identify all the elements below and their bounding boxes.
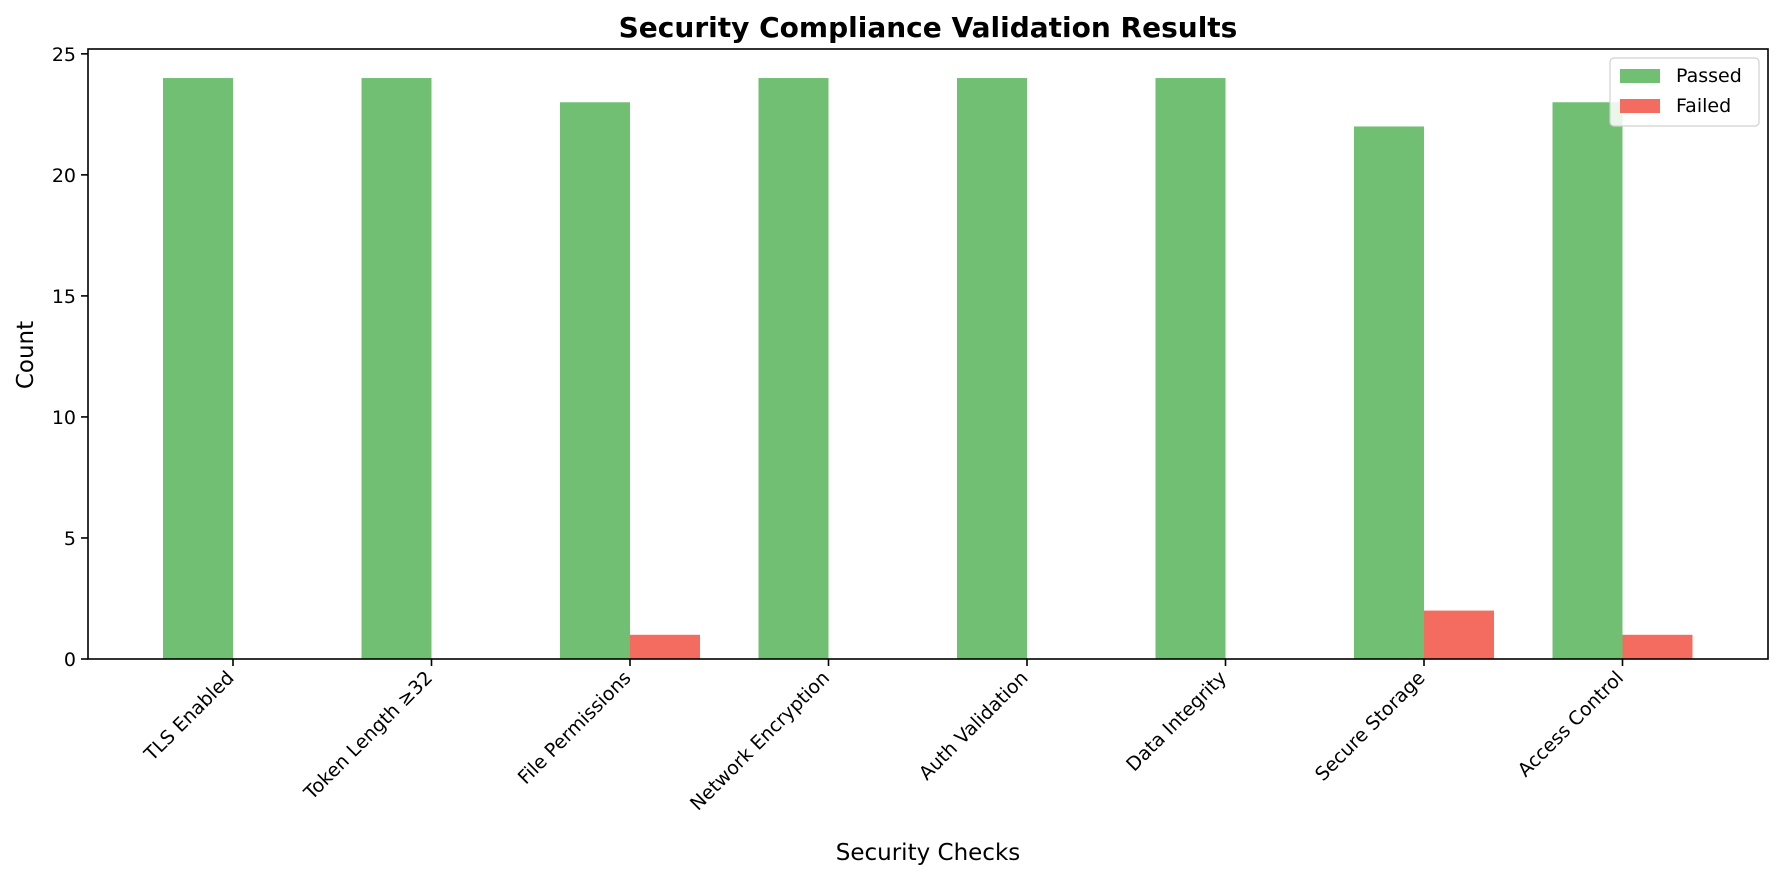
legend-label-failed: Failed (1676, 95, 1731, 117)
y-tick-label: 5 (64, 528, 76, 550)
x-tick-label: Data Integrity (1122, 667, 1231, 776)
bar-passed-2 (560, 102, 630, 659)
y-tick-label: 10 (52, 407, 76, 429)
bar-passed-1 (361, 78, 432, 660)
x-tick-label: Auth Validation (915, 667, 1033, 785)
bar-passed-5 (1155, 78, 1226, 660)
bar-failed-6 (1424, 610, 1494, 659)
x-tick-label: TLS Enabled (139, 667, 238, 766)
y-axis-label: Count (13, 321, 39, 389)
legend-swatch-failed (1620, 99, 1660, 113)
x-axis-label: Security Checks (836, 840, 1021, 866)
x-tick-label: Network Encryption (686, 667, 834, 815)
y-tick-label: 0 (64, 649, 76, 671)
plot-frame (87, 48, 1769, 660)
x-tick-label: Secure Storage (1311, 667, 1430, 786)
chart-title: Security Compliance Validation Results (619, 11, 1238, 44)
bar-passed-6 (1354, 126, 1424, 659)
legend-swatch-passed (1620, 69, 1660, 83)
y-tick-label: 15 (52, 286, 76, 308)
y-tick-label: 25 (52, 44, 76, 66)
y-tick-label: 20 (52, 165, 76, 187)
legend: Passed Failed (1609, 57, 1760, 127)
bar-passed-0 (163, 78, 233, 660)
bar-failed-7 (1622, 634, 1693, 659)
x-tick-label: File Permissions (514, 667, 636, 789)
bars-group (163, 78, 1693, 660)
legend-label-passed: Passed (1676, 65, 1742, 87)
bar-passed-3 (758, 78, 829, 660)
x-tick-label: Token Length ≥32 (299, 667, 437, 805)
bar-failed-2 (630, 634, 700, 659)
bar-passed-7 (1552, 102, 1623, 659)
x-tick-label: Access Control (1514, 667, 1628, 781)
bar-passed-4 (957, 78, 1027, 660)
axes-group: 0 5 10 15 20 25 TLS Enabled Token Length ≥32 Fil… (52, 44, 1769, 815)
